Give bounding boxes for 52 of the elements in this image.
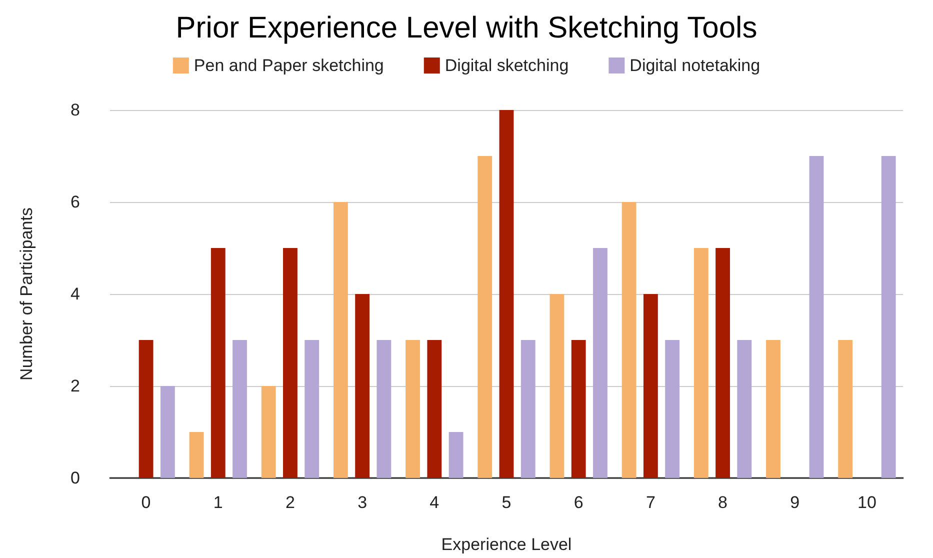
bar [355, 294, 370, 478]
x-tick-label: 6 [574, 493, 584, 512]
bar [304, 340, 320, 478]
legend-label: Pen and Paper sketching [194, 56, 384, 75]
bar [427, 340, 442, 478]
bar [571, 340, 586, 478]
bar [716, 248, 730, 478]
bar [189, 432, 204, 478]
bar [406, 340, 420, 478]
bar [665, 340, 680, 478]
bar [448, 432, 464, 478]
bar [737, 340, 752, 478]
bar [550, 294, 564, 478]
bar [838, 340, 853, 478]
bar [210, 248, 226, 478]
x-tick-label: 5 [502, 493, 512, 512]
y-axis-title: Number of Participants [17, 208, 36, 380]
bar [622, 202, 636, 478]
x-axis-title: Experience Level [441, 535, 572, 554]
bar [283, 248, 298, 478]
y-tick-label: 4 [70, 284, 80, 304]
bar [593, 248, 608, 478]
x-tick-label: 1 [213, 493, 223, 512]
bar [520, 340, 536, 478]
bar [643, 294, 658, 478]
bar [261, 386, 276, 478]
x-tick-label: 3 [358, 493, 368, 512]
y-tick-label: 2 [70, 376, 80, 396]
x-tick-label: 4 [430, 493, 440, 512]
x-tick-label: 9 [790, 493, 800, 512]
bar [881, 156, 896, 478]
bar [809, 156, 824, 478]
bar [138, 340, 154, 478]
x-tick-label: 7 [646, 493, 656, 512]
x-tick-label: 2 [285, 493, 295, 512]
y-tick-label: 0 [70, 468, 80, 488]
bar [478, 156, 492, 478]
x-tick-label: 0 [141, 493, 151, 512]
legend-label: Digital sketching [444, 56, 569, 75]
x-tick-label: 8 [718, 493, 728, 512]
bar [160, 386, 175, 478]
y-tick-label: 8 [70, 100, 80, 120]
bar [232, 340, 247, 478]
bar [376, 340, 392, 478]
chart-title: Prior Experience Level with Sketching Tools [176, 12, 758, 44]
y-tick-label: 6 [70, 192, 80, 212]
legend-label: Digital notetaking [630, 56, 760, 75]
bar [333, 202, 348, 478]
bar [694, 248, 708, 478]
bar [766, 340, 780, 478]
x-tick-label: 10 [857, 493, 876, 512]
bar [499, 110, 514, 478]
